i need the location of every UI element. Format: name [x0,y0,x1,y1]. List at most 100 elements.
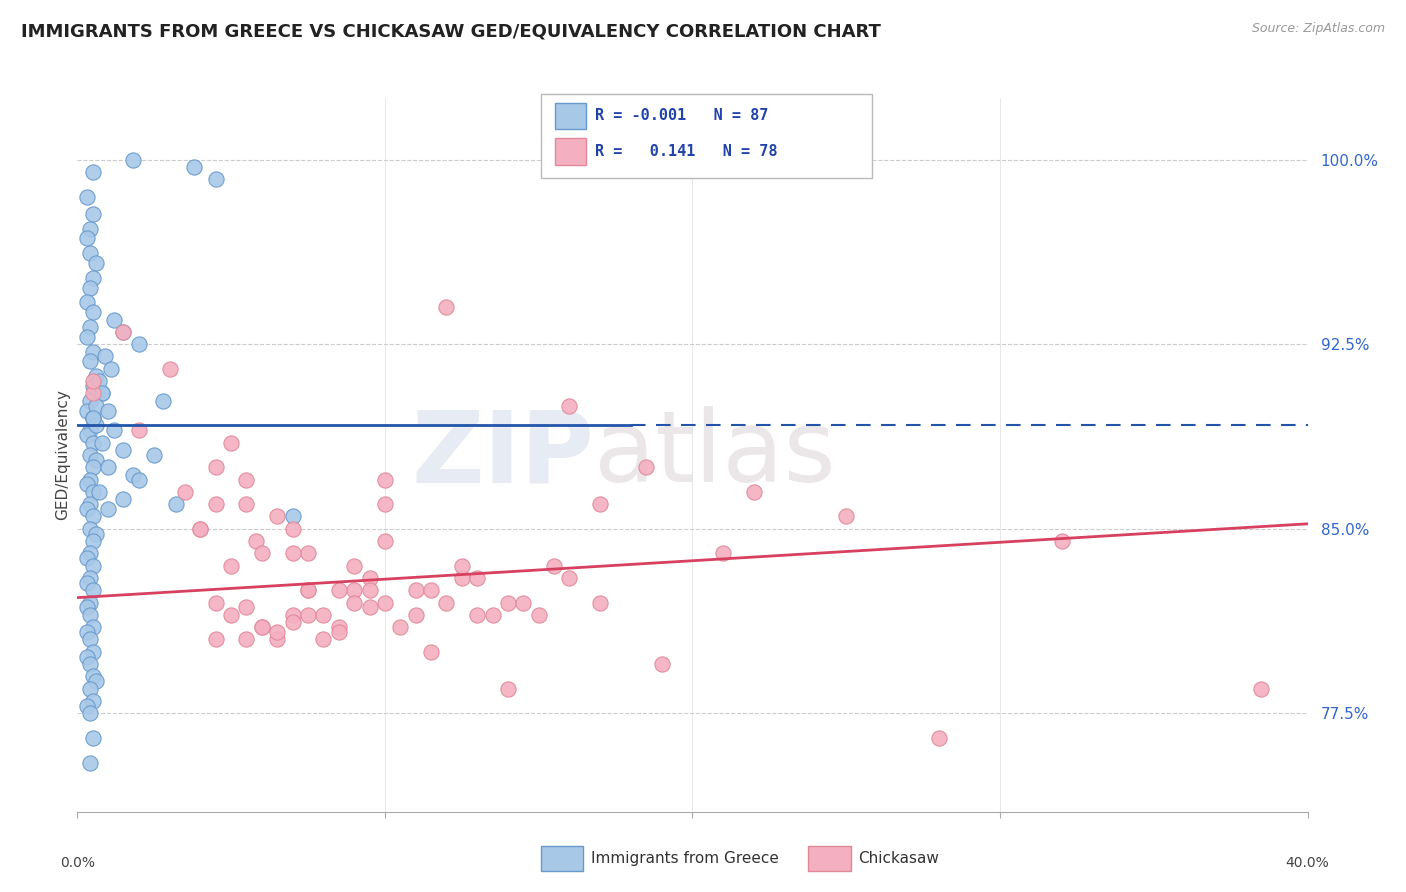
Point [82,374,104,388]
Point [79,607,101,622]
Point [100,361,122,376]
Point [374,497,396,511]
Point [436,596,458,610]
Point [266,625,288,640]
Point [512,596,534,610]
Point [589,596,612,610]
Point [79,596,101,610]
Point [87,374,110,388]
Point [76,698,98,713]
Point [143,448,166,462]
Point [76,600,98,615]
Point [235,600,257,615]
Point [112,492,135,507]
Point [297,546,319,560]
Point [112,325,135,339]
Point [651,657,673,671]
Point [165,497,187,511]
Point [250,620,273,634]
Point [558,399,581,413]
Point [79,571,101,585]
Point [219,435,242,450]
Point [82,460,104,475]
Point [266,509,288,524]
Point [90,386,114,401]
Point [589,497,612,511]
Point [250,620,273,634]
Point [82,386,104,401]
Point [219,607,242,622]
Point [79,423,101,437]
Point [79,706,101,721]
Point [204,497,226,511]
Point [835,509,858,524]
Point [97,460,120,475]
Point [82,694,104,708]
Point [79,393,101,408]
Point [76,403,98,417]
Point [79,497,101,511]
Point [266,632,288,647]
Point [82,344,104,359]
Text: atlas: atlas [595,407,835,503]
Point [82,165,104,179]
Point [496,596,519,610]
Point [84,256,107,270]
Point [79,448,101,462]
Point [328,620,350,634]
Point [82,411,104,425]
Point [204,172,226,186]
Point [82,207,104,221]
Point [76,231,98,245]
Point [436,300,458,314]
Point [312,632,335,647]
Point [82,379,104,393]
Point [79,657,101,671]
Point [543,558,565,573]
Point [128,473,150,487]
Point [496,681,519,696]
Point [76,575,98,590]
Point [481,607,503,622]
Point [374,596,396,610]
Point [76,428,98,442]
Point [97,403,120,417]
Point [174,484,197,499]
Point [84,399,107,413]
Text: 40.0%: 40.0% [1285,856,1330,870]
Point [343,558,366,573]
Point [87,484,110,499]
Point [82,534,104,549]
Point [245,534,267,549]
Point [359,583,381,598]
Point [121,153,143,167]
Point [465,571,488,585]
Point [76,649,98,664]
Point [204,460,226,475]
Point [79,473,101,487]
Point [359,571,381,585]
Text: Chickasaw: Chickasaw [858,851,939,865]
Point [94,350,117,364]
Point [79,354,101,368]
Point [374,534,396,549]
Point [76,295,98,310]
Point [112,325,135,339]
Point [84,526,107,541]
Point [742,484,765,499]
Point [343,583,366,598]
Point [121,467,143,482]
Point [558,571,581,585]
Point [281,522,304,536]
Point [297,583,319,598]
Point [84,453,107,467]
Point [405,607,427,622]
Point [465,607,488,622]
Point [1050,534,1073,549]
Point [297,583,319,598]
Text: ZIP: ZIP [411,407,595,503]
Point [250,546,273,560]
Text: IMMIGRANTS FROM GREECE VS CHICKASAW GED/EQUIVALENCY CORRELATION CHART: IMMIGRANTS FROM GREECE VS CHICKASAW GED/… [21,22,882,40]
Point [82,620,104,634]
Point [79,756,101,770]
